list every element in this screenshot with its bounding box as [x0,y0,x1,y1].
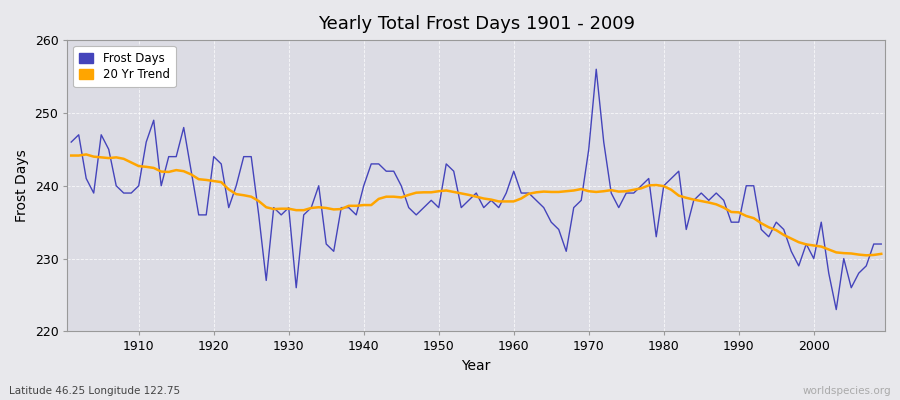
X-axis label: Year: Year [462,359,490,373]
Y-axis label: Frost Days: Frost Days [15,149,29,222]
Text: Latitude 46.25 Longitude 122.75: Latitude 46.25 Longitude 122.75 [9,386,180,396]
Text: worldspecies.org: worldspecies.org [803,386,891,396]
Title: Yearly Total Frost Days 1901 - 2009: Yearly Total Frost Days 1901 - 2009 [318,15,634,33]
Legend: Frost Days, 20 Yr Trend: Frost Days, 20 Yr Trend [74,46,176,87]
